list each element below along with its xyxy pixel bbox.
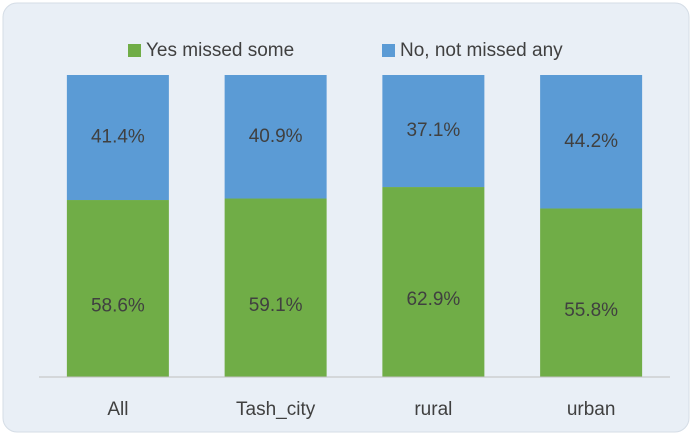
bar-segment bbox=[540, 208, 643, 377]
x-tick-label: Tash_city bbox=[236, 399, 316, 420]
data-label: 40.9% bbox=[249, 126, 303, 147]
legend-swatch bbox=[128, 44, 141, 57]
data-label: 62.9% bbox=[406, 289, 460, 310]
bar-segment bbox=[224, 198, 327, 377]
data-label: 55.8% bbox=[564, 300, 618, 321]
bar-segment bbox=[382, 75, 485, 188]
legend-label: No, not missed any bbox=[400, 40, 563, 61]
bar-segment bbox=[382, 187, 485, 377]
bar-segment bbox=[540, 75, 643, 209]
legend-label: Yes missed some bbox=[146, 40, 294, 61]
data-label: 37.1% bbox=[406, 120, 460, 141]
bar-segment bbox=[224, 75, 327, 199]
data-label: 44.2% bbox=[564, 131, 618, 152]
bar-segment bbox=[66, 75, 169, 201]
x-tick-label: urban bbox=[567, 399, 616, 420]
data-label: 58.6% bbox=[91, 296, 145, 317]
data-label: 59.1% bbox=[249, 295, 303, 316]
x-tick-label: All bbox=[107, 399, 128, 420]
bar-segment bbox=[66, 200, 169, 377]
data-label: 41.4% bbox=[91, 127, 145, 148]
x-tick-label: rural bbox=[414, 399, 452, 420]
legend-swatch bbox=[382, 44, 395, 57]
